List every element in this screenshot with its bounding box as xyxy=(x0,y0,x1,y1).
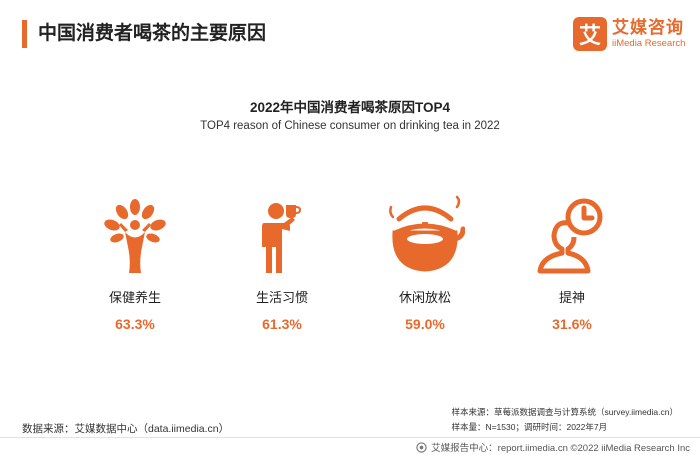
footer-divider xyxy=(0,437,700,438)
reason-value: 59.0% xyxy=(405,316,445,332)
reason-label: 生活习惯 xyxy=(255,290,308,305)
logo-text: 艾媒咨询 iiMedia Research xyxy=(612,18,685,50)
reason-label: 提神 xyxy=(558,290,585,305)
reason-value: 63.3% xyxy=(115,316,155,332)
reason-label: 休闲放松 xyxy=(398,290,451,305)
person-drinking-icon xyxy=(262,203,302,273)
chart-title: 2022年中国消费者喝茶原因TOP4 xyxy=(249,100,451,115)
tree-person-icon xyxy=(104,199,166,273)
reason-item-refresh: 提神 31.6% xyxy=(512,195,632,332)
footer-text: 艾媒报告中心：report.iimedia.cn ©2022 iiMedia R… xyxy=(431,443,690,454)
logo-en: iiMedia Research xyxy=(612,38,686,49)
reason-value: 31.6% xyxy=(552,316,592,332)
iimedia-logo: 艾 艾媒咨询 iiMedia Research xyxy=(573,17,685,51)
sample-info: 样本来源：草莓派数据调查与计算系统（survey.iimedia.cn） 样本量… xyxy=(451,405,678,435)
reason-label: 保健养生 xyxy=(108,290,161,305)
reason-items: 保健养生 63.3% 生活习惯 61.3% xyxy=(0,195,700,345)
footer: 艾媒报告中心：report.iimedia.cn ©2022 iiMedia R… xyxy=(416,440,690,454)
chart-subtitle: TOP4 reason of Chinese consumer on drink… xyxy=(200,120,500,132)
sample-source: 样本来源：草莓派数据调查与计算系统（survey.iimedia.cn） xyxy=(451,407,678,417)
logo-mark: 艾 xyxy=(573,17,607,51)
reason-item-health: 保健养生 63.3% xyxy=(75,195,195,332)
reason-item-habit: 生活习惯 61.3% xyxy=(222,195,342,332)
title-accent-bar xyxy=(22,20,27,48)
logo-cn: 艾媒咨询 xyxy=(612,18,684,37)
reason-value: 61.3% xyxy=(262,316,302,332)
report-center-icon xyxy=(416,441,427,453)
data-source: 数据来源：艾媒数据中心（data.iimedia.cn） xyxy=(22,423,230,435)
reason-item-relax: 休闲放松 59.0% xyxy=(365,195,485,332)
page-title: 中国消费者喝茶的主要原因 xyxy=(38,23,267,44)
teapot-icon xyxy=(389,195,465,272)
sample-size: 样本量：N=1530；调研时间：2022年7月 xyxy=(451,422,608,432)
person-clock-icon xyxy=(537,198,603,274)
